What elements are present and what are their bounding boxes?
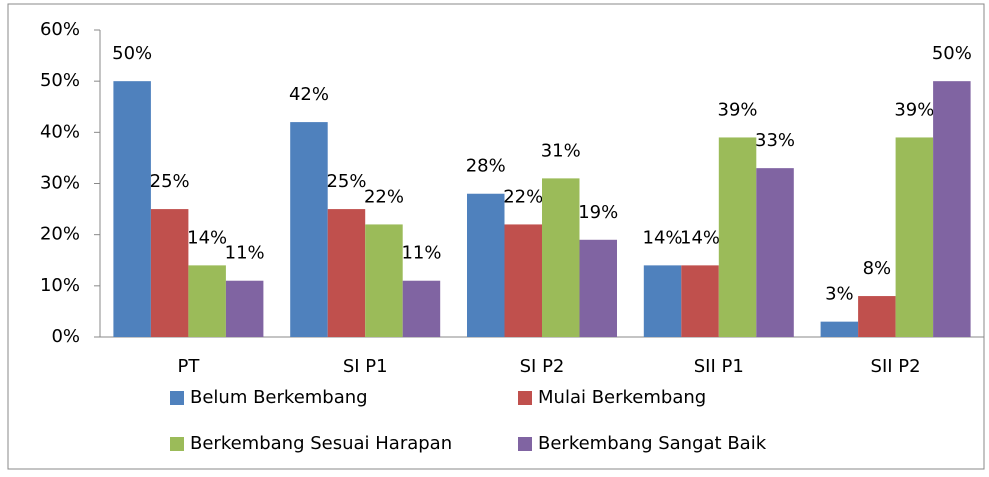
data-label: 33%: [755, 130, 795, 151]
bar: [225, 280, 264, 337]
x-tick-label: PT: [177, 356, 200, 377]
data-label: 14%: [187, 227, 227, 248]
bar: [718, 137, 757, 337]
legend-swatch: [170, 391, 184, 405]
bar: [290, 122, 328, 337]
bar: [542, 178, 580, 337]
bar: [188, 265, 226, 337]
bar: [756, 168, 794, 337]
data-label: 22%: [364, 186, 404, 207]
bar: [365, 224, 403, 337]
legend-swatch: [170, 437, 184, 451]
bar: [933, 81, 971, 338]
data-label: 39%: [718, 99, 758, 120]
bar: [820, 321, 859, 337]
data-label: 11%: [225, 243, 265, 264]
data-label: 28%: [466, 156, 506, 177]
x-tick-label: SII P1: [694, 356, 744, 377]
y-tick-label: 10%: [40, 275, 80, 296]
bar: [681, 265, 719, 337]
bar: [402, 280, 441, 337]
x-tick-label: SII P2: [871, 356, 921, 377]
data-label: 11%: [401, 243, 441, 264]
data-label: 19%: [578, 202, 618, 223]
y-tick-label: 50%: [40, 70, 80, 91]
bar: [858, 296, 896, 337]
bar: [327, 209, 366, 337]
data-label: 50%: [112, 43, 152, 64]
bar: [579, 239, 617, 337]
data-label: 14%: [680, 227, 720, 248]
bar: [150, 209, 189, 337]
y-tick-label: 20%: [40, 224, 80, 245]
legend-label: Berkembang Sangat Baik: [538, 433, 767, 454]
data-label: 31%: [541, 140, 581, 161]
legend-label: Mulai Berkembang: [538, 387, 706, 408]
bar: [643, 265, 682, 337]
data-label: 8%: [863, 258, 892, 279]
legend-swatch: [518, 391, 532, 405]
x-tick-label: SI P2: [520, 356, 565, 377]
bar: [895, 137, 934, 337]
bar: [504, 224, 542, 337]
legend-label: Belum Berkembang: [190, 387, 368, 408]
data-label: 14%: [643, 227, 683, 248]
y-tick-label: 0%: [51, 326, 80, 347]
y-tick-label: 40%: [40, 121, 80, 142]
data-label: 42%: [289, 84, 329, 105]
legend-label: Berkembang Sesuai Harapan: [190, 433, 452, 454]
x-tick-label: SI P1: [343, 356, 388, 377]
legend-swatch: [518, 437, 532, 451]
data-label: 3%: [825, 284, 854, 305]
y-tick-label: 30%: [40, 173, 80, 194]
data-label: 22%: [503, 186, 543, 207]
y-tick-label: 60%: [40, 19, 80, 40]
data-label: 25%: [326, 171, 366, 192]
data-label: 50%: [932, 43, 972, 64]
bar: [467, 193, 505, 337]
bar: [113, 81, 151, 338]
data-label: 25%: [150, 171, 190, 192]
data-label: 39%: [894, 99, 934, 120]
